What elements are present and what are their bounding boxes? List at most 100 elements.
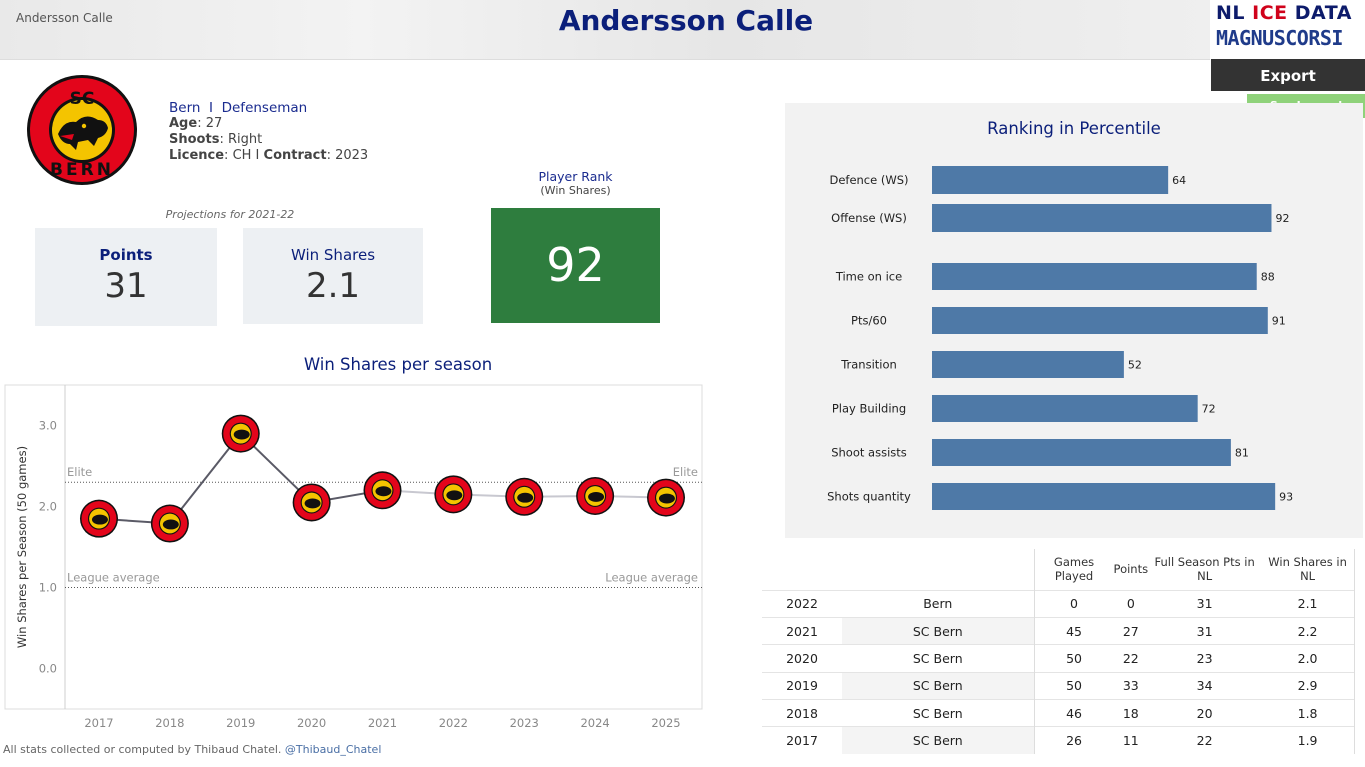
logo-bear (446, 490, 463, 501)
cell-full-season-pts: 31 (1148, 616, 1262, 645)
table-row: 2021 SC Bern 45 27 31 2.2 (762, 616, 1356, 645)
table-body: 2022 Bern 0 0 31 2.1 2021 SC Bern 45 27 31 2.2 2020 S… (762, 589, 1356, 755)
win-shares-kpi-value: 2.1 (305, 266, 361, 306)
cell-points: 33 (1113, 671, 1149, 700)
footer: All stats collected or computed by Thiba… (3, 743, 381, 756)
logo-bear (588, 491, 605, 502)
cell-games-played: 26 (1033, 726, 1114, 755)
data-point-logo-icon (363, 471, 402, 510)
ws-chart-title: Win Shares per season (303, 355, 493, 374)
header-banner: Andersson Calle Andersson Calle (0, 0, 1210, 60)
percentile-bar (932, 263, 1257, 290)
cell-points: 18 (1113, 699, 1149, 727)
logo-bear (517, 492, 534, 503)
y-tick-label: 2.0 (39, 500, 57, 514)
cell-team: SC Bern (842, 671, 1034, 700)
header-win-shares: Win Shares in NL (1261, 549, 1356, 590)
logo-bear (162, 519, 179, 530)
x-tick-label: 2018 (155, 716, 184, 730)
y-tick-label: 0.0 (39, 662, 57, 676)
cell-team: SC Bern (842, 644, 1034, 673)
logo-text-bottom: BERN (50, 160, 114, 180)
cell-points: 11 (1113, 726, 1149, 755)
team-logo: SC BERN (26, 74, 138, 190)
header-full-season-pts: Full Season Pts in NL (1154, 555, 1255, 584)
age-value: 27 (205, 116, 223, 131)
table-row: 2019 SC Bern 50 33 34 2.9 (762, 671, 1356, 700)
cell-games-played: 50 (1033, 671, 1114, 700)
x-tick-label: 2019 (226, 716, 255, 730)
data-point-logo-icon (647, 478, 685, 517)
bar-value-label: 52 (1128, 359, 1142, 372)
bar-value-label: 72 (1202, 403, 1216, 416)
season-stats-table: Games Played Points Full Season Pts in N… (762, 549, 1356, 755)
percentile-chart-title: Ranking in Percentile (987, 119, 1161, 138)
table-row: 2017 SC Bern 26 11 22 1.9 (762, 726, 1356, 755)
brand-logo[interactable]: NL ICE DATA MAGNUSCORSI (1212, 0, 1365, 58)
licence-label: Licence (169, 148, 225, 163)
player-team-position: Bern I Defenseman (169, 100, 368, 116)
brand-word-ice: ICE (1252, 2, 1295, 24)
player-rank-subtitle: (Win Shares) (540, 184, 611, 197)
league-label-left: League average (67, 571, 160, 585)
player-rank-caption: Player Rank (Win Shares) (491, 170, 660, 198)
cell-full-season-pts: 22 (1148, 726, 1262, 755)
logo-bear (91, 514, 108, 525)
cell-points: 22 (1113, 644, 1149, 673)
cell-season: 2019 (762, 671, 842, 700)
bar-category-label: Offense (WS) (831, 211, 907, 225)
y-tick-label: 1.0 (39, 581, 57, 595)
win-shares-kpi: Win Shares 2.1 (243, 228, 423, 324)
age-label: Age (169, 116, 198, 131)
x-tick-label: 2024 (580, 716, 609, 730)
y-tick-label: 3.0 (39, 419, 57, 433)
cell-full-season-pts: 31 (1148, 589, 1262, 618)
percentile-bar (932, 483, 1276, 510)
league-label-right: League average (605, 571, 698, 585)
percentile-bar (932, 439, 1231, 466)
percentile-bar (932, 204, 1272, 232)
cell-win-shares: 1.8 (1261, 699, 1356, 727)
cell-season: 2017 (762, 726, 842, 755)
logo-bear (658, 493, 675, 504)
x-tick-label: 2020 (297, 716, 326, 730)
footer-twitter-handle[interactable]: @Thibaud_Chatel (284, 743, 382, 756)
percentile-bar (932, 166, 1169, 194)
x-tick-label: 2021 (368, 716, 397, 730)
win-shares-kpi-label: Win Shares (290, 246, 376, 264)
footer-credit: All stats collected or computed by Thiba… (3, 743, 282, 756)
cell-games-played: 50 (1033, 644, 1114, 673)
player-licence: Licence: CH I Contract: 2023 (169, 148, 369, 163)
header-player-name: Andersson Calle (16, 11, 113, 25)
cell-games-played: 45 (1033, 616, 1114, 645)
cell-team: SC Bern (842, 616, 1034, 645)
bar-category-label: Shots quantity (827, 490, 911, 504)
cell-win-shares: 2.1 (1261, 589, 1356, 618)
cell-win-shares: 2.0 (1261, 644, 1356, 673)
percentile-bar-chart: Defence (WS) 64 Offense (WS) 92 Time on ice 8… (827, 166, 1293, 510)
win-shares-line-chart: 0.0 1.0 2.0 3.0 2017 2018 2019 2020 2021 2022 2023… (4, 384, 703, 730)
logo-bear (304, 498, 321, 509)
bar-value-label: 88 (1261, 271, 1275, 284)
percentile-bar (932, 351, 1124, 378)
data-point-logo-icon (221, 414, 260, 453)
cell-season: 2018 (762, 699, 842, 727)
table-row: 2020 SC Bern 50 22 23 2.0 (762, 644, 1356, 673)
bar-category-label: Play Building (832, 402, 906, 416)
x-tick-label: 2022 (439, 716, 468, 730)
x-tick-label: 2017 (84, 716, 113, 730)
cell-win-shares: 1.9 (1261, 726, 1356, 755)
cell-team: SC Bern (842, 699, 1034, 727)
data-point-logo-icon (505, 477, 544, 516)
cell-team: SC Bern (842, 726, 1034, 755)
export-button[interactable]: Export (1211, 59, 1365, 91)
brand-word-nl: NL (1216, 2, 1253, 24)
cell-season: 2021 (762, 616, 842, 645)
y-axis-label: Win Shares per Season (50 games) (15, 446, 29, 648)
player-team: Bern (169, 100, 201, 116)
cell-full-season-pts: 34 (1148, 671, 1262, 700)
data-point-logo-icon (434, 475, 473, 514)
bar-value-label: 91 (1272, 315, 1286, 328)
data-point-logo-icon (80, 499, 118, 538)
separator: I (209, 100, 214, 116)
